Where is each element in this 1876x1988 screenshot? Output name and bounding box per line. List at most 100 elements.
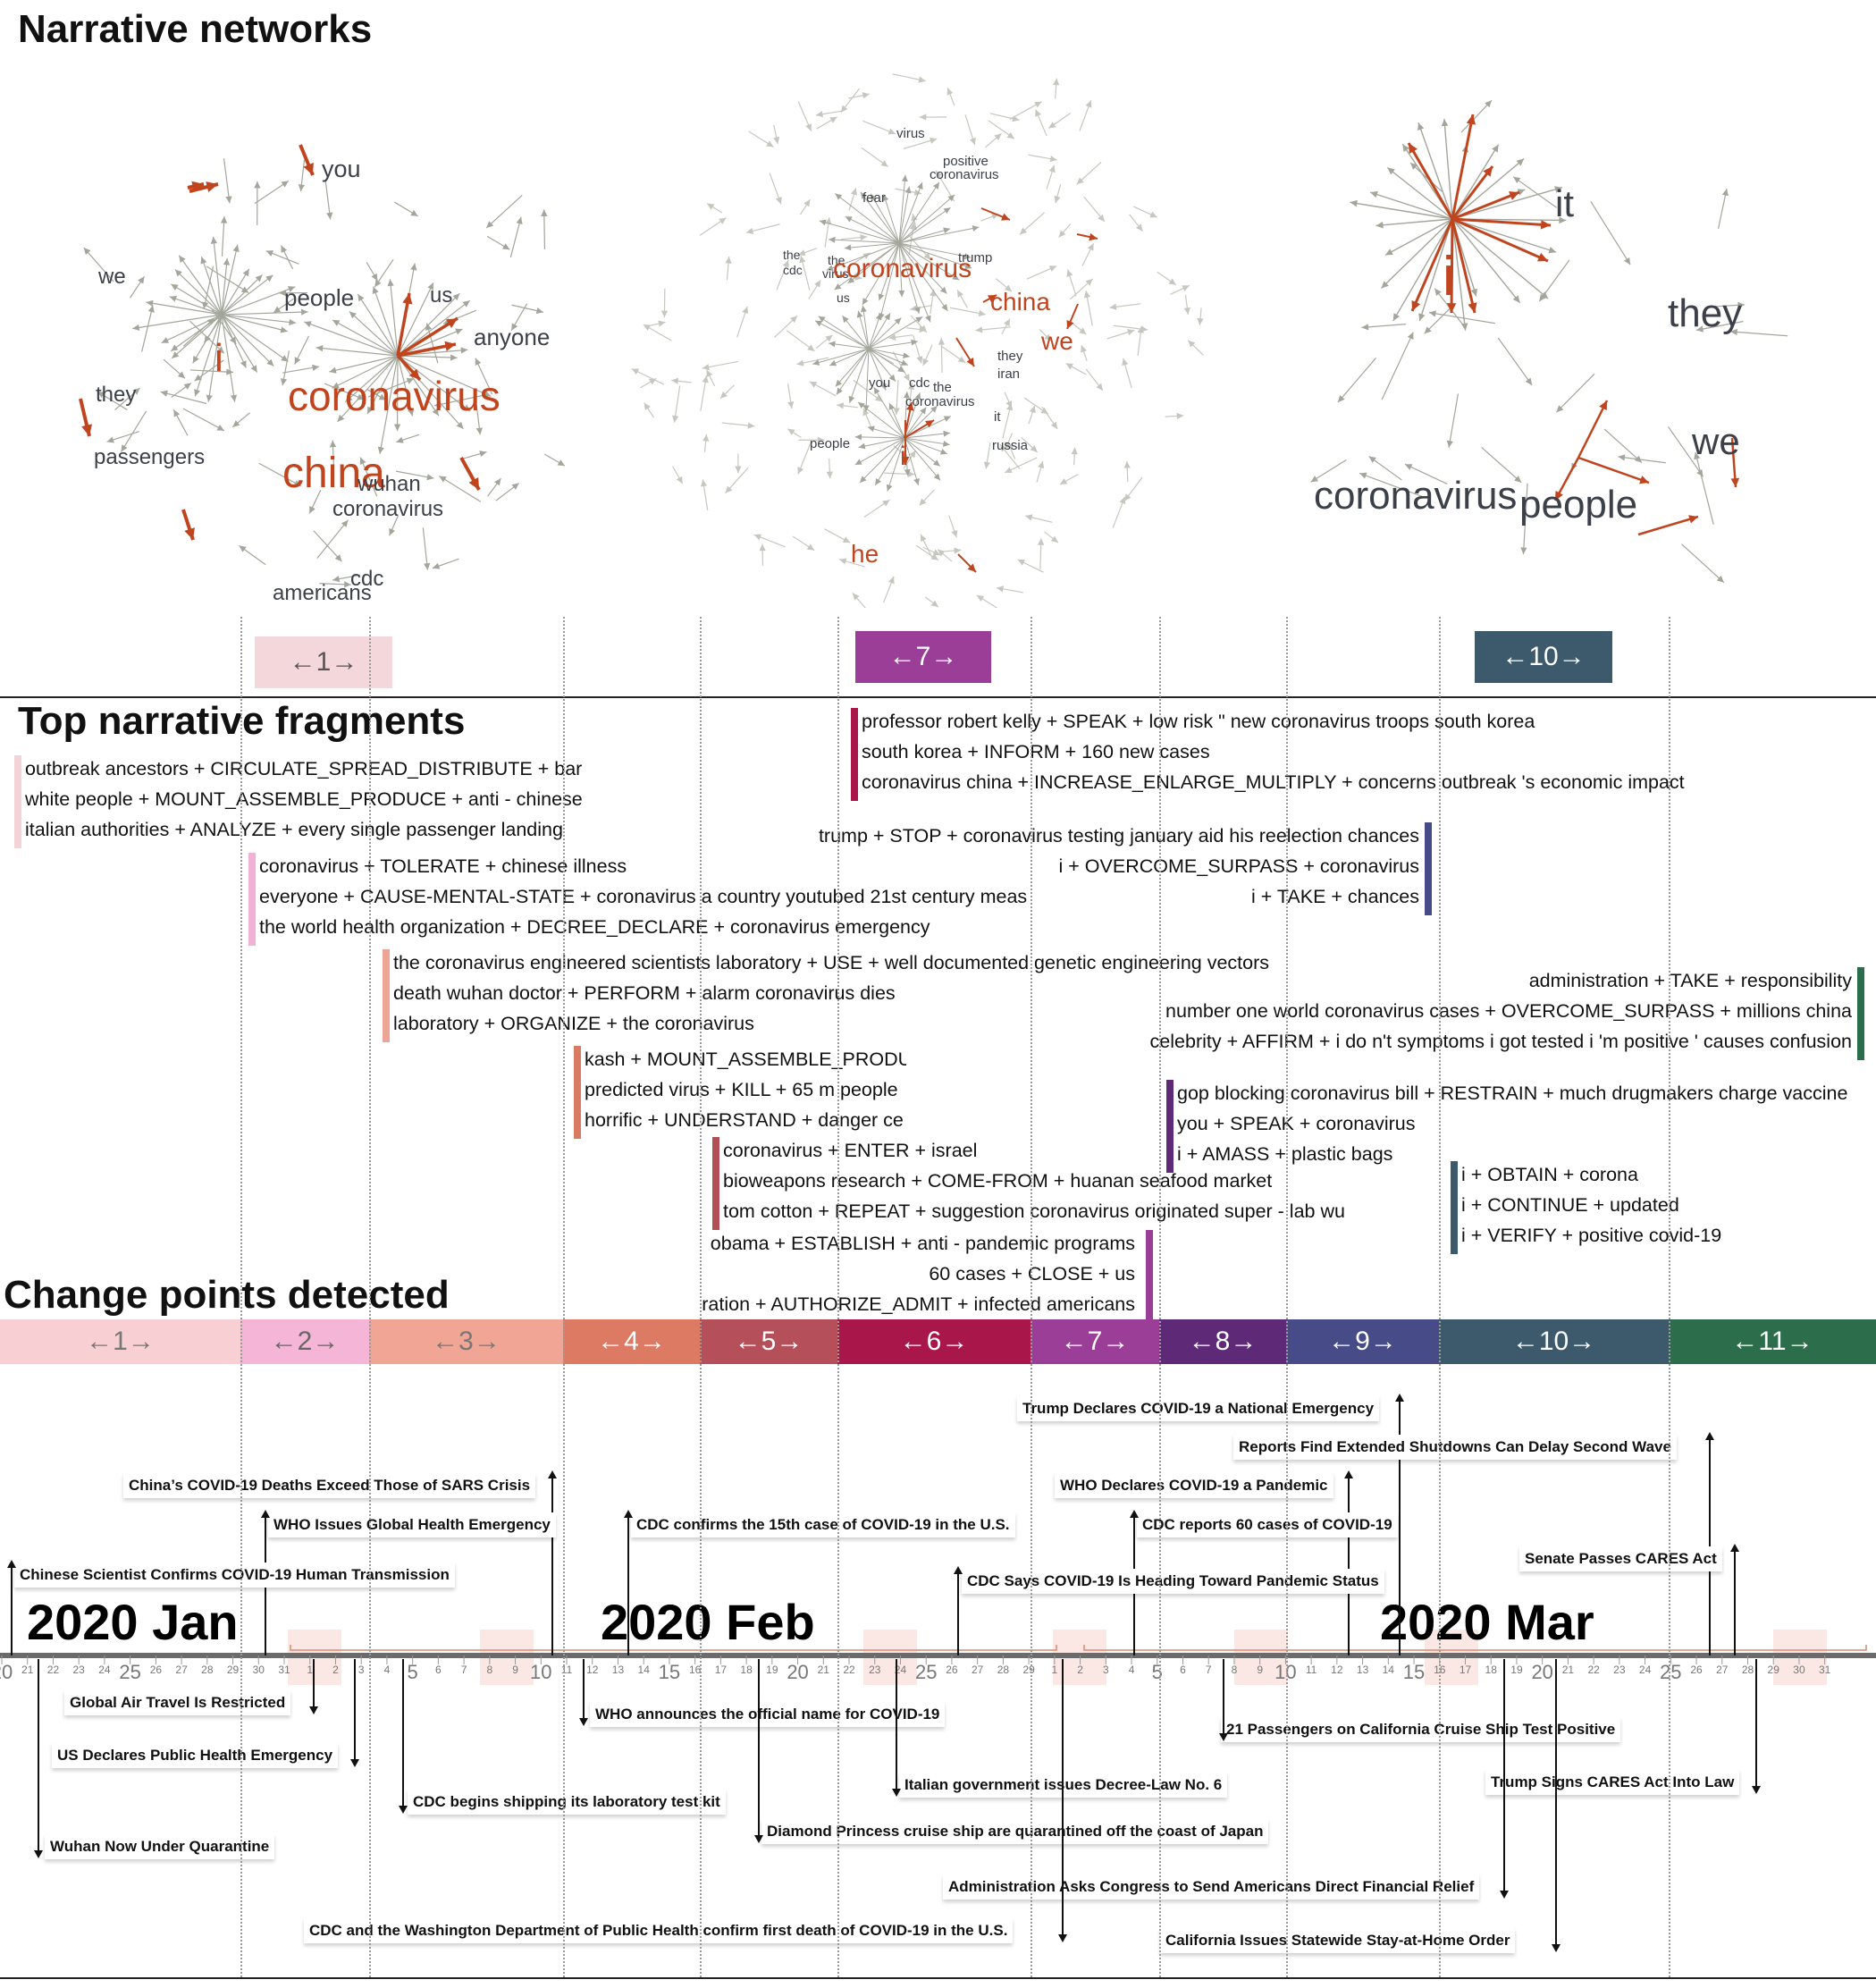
network-edge-arrowhead xyxy=(1081,345,1087,353)
network-edge-arrowhead xyxy=(964,263,972,270)
narrative-fragment[interactable]: coronavirus + TOLERATE + chinese illness xyxy=(259,855,627,877)
narrative-fragment[interactable]: ration + AUTHORIZE_ADMIT + infected amer… xyxy=(702,1293,1135,1315)
timeline-event[interactable]: Trump Signs CARES Act Into Law xyxy=(1485,1770,1740,1795)
network-10-segment-selector[interactable]: ←10→ xyxy=(1475,631,1612,683)
timeline-event[interactable]: Trump Declares COVID-19 a National Emerg… xyxy=(1017,1396,1380,1421)
segment-4[interactable]: ←4→ xyxy=(563,1319,700,1364)
network-edge-arrowhead xyxy=(389,527,396,536)
narrative-fragment[interactable]: the coronavirus engineered scientists la… xyxy=(393,952,1270,973)
narrative-fragment[interactable]: everyone + CAUSE-MENTAL-STATE + coronavi… xyxy=(259,886,1028,907)
network-7-segment-selector[interactable]: ←7→ xyxy=(855,631,991,683)
narrative-fragment[interactable]: laboratory + ORGANIZE + the coronavirus xyxy=(393,1013,754,1034)
timeline-event[interactable]: Wuhan Now Under Quarantine xyxy=(45,1834,275,1859)
network-edge xyxy=(1350,201,1453,220)
network-edge-arrowhead xyxy=(1006,131,1014,139)
day-tick-label: 20 xyxy=(1531,1661,1552,1683)
network-edge-arrowhead xyxy=(807,344,815,351)
narrative-fragment[interactable]: i + TAKE + chances xyxy=(1250,886,1419,907)
segment-6[interactable]: ←6→ xyxy=(837,1319,1031,1364)
narrative-fragment[interactable]: gop blocking coronavirus bill + RESTRAIN… xyxy=(1177,1082,1848,1104)
narrative-fragment[interactable]: i + OVERCOME_SURPASS + coronavirus xyxy=(1058,855,1419,877)
timeline-event[interactable]: CDC confirms the 15th case of COVID-19 i… xyxy=(631,1512,1015,1537)
timeline-event[interactable]: 21 Passengers on California Cruise Ship … xyxy=(1221,1717,1621,1742)
event-pointer-line xyxy=(1062,1659,1064,1934)
narrative-fragment[interactable]: celebrity + AFFIRM + i do n't symptoms i… xyxy=(1149,1031,1852,1052)
timeline-event[interactable]: Administration Asks Congress to Send Ame… xyxy=(943,1874,1480,1900)
timeline-event[interactable]: US Declares Public Health Emergency xyxy=(52,1743,339,1768)
timeline-event[interactable]: CDC Says COVID-19 Is Heading Toward Pand… xyxy=(962,1569,1384,1594)
narrative-fragment[interactable]: south korea + INFORM + 160 new cases xyxy=(862,741,1210,762)
network-edge xyxy=(898,226,980,244)
narrative-fragment[interactable]: professor robert kelly + SPEAK + low ris… xyxy=(862,711,1535,732)
network-edge xyxy=(258,462,302,487)
network-edge xyxy=(904,437,920,486)
network-edge xyxy=(1522,483,1528,555)
narrative-fragment[interactable]: death wuhan doctor + PERFORM + alarm cor… xyxy=(393,982,896,1004)
segment-8[interactable]: ←8→ xyxy=(1159,1319,1286,1364)
narrative-fragment[interactable]: coronavirus china + INCREASE_ENLARGE_MUL… xyxy=(862,771,1685,793)
timeline-event[interactable]: CDC and the Washington Department of Pub… xyxy=(304,1918,1014,1943)
narrative-fragment[interactable]: coronavirus + ENTER + israel xyxy=(723,1140,978,1161)
narrative-fragment[interactable]: you + SPEAK + coronavirus xyxy=(1177,1113,1416,1134)
narrative-fragment[interactable]: 60 cases + CLOSE + us xyxy=(929,1263,1135,1285)
network-edge-arrowhead xyxy=(410,263,417,271)
narrative-fragment[interactable]: administration + TAKE + responsibility xyxy=(1528,970,1852,991)
network-edge-arrowhead xyxy=(456,421,464,429)
network-edge xyxy=(344,355,399,403)
narrative-fragment[interactable]: the world health organization + DECREE_D… xyxy=(259,916,930,938)
timeline-event[interactable]: China’s COVID-19 Deaths Exceed Those of … xyxy=(123,1473,536,1498)
network-edge xyxy=(898,242,903,298)
narrative-fragment[interactable]: outbreak ancestors + CIRCULATE_SPREAD_DI… xyxy=(25,758,583,779)
narrative-fragment[interactable]: obama + ESTABLISH + anti - pandemic prog… xyxy=(710,1233,1135,1254)
network-edge-arrowhead xyxy=(1168,278,1176,285)
timeline-event[interactable]: California Issues Statewide Stay-at-Home… xyxy=(1160,1928,1516,1953)
network-edge-arrowhead xyxy=(952,274,960,281)
narrative-fragment[interactable]: predicted virus + KILL + 65 m people xyxy=(585,1079,898,1100)
narrative-fragment[interactable]: i + AMASS + plastic bags xyxy=(1177,1143,1393,1165)
network-edge xyxy=(1418,218,1453,322)
network-1-segment-selector[interactable]: ←1→ xyxy=(255,636,392,688)
narrative-fragment[interactable]: i + OBTAIN + corona xyxy=(1461,1164,1638,1185)
segment-7[interactable]: ←7→ xyxy=(1031,1319,1159,1364)
network-edge-arrowhead xyxy=(826,265,834,272)
timeline-event[interactable]: Chinese Scientist Confirms COVID-19 Huma… xyxy=(14,1563,455,1588)
narrative-fragment[interactable]: horrific + UNDERSTAND + danger ce xyxy=(585,1109,904,1131)
timeline-event[interactable]: WHO Issues Global Health Emergency xyxy=(268,1512,556,1537)
segment-2[interactable]: ←2→ xyxy=(240,1319,369,1364)
segment-10[interactable]: ←10→ xyxy=(1439,1319,1669,1364)
network-edge xyxy=(439,475,482,502)
segment-3[interactable]: ←3→ xyxy=(369,1319,563,1364)
timeline-event[interactable]: CDC begins shipping its laboratory test … xyxy=(408,1790,726,1815)
segment-1[interactable]: ←1→ xyxy=(0,1319,240,1364)
network-edge xyxy=(1451,218,1476,314)
narrative-fragment[interactable]: tom cotton + REPEAT + suggestion coronav… xyxy=(723,1200,1345,1222)
narrative-fragment[interactable]: i + CONTINUE + updated xyxy=(1461,1194,1679,1216)
narrative-fragment[interactable]: bioweapons research + COME-FROM + huanan… xyxy=(723,1170,1273,1192)
timeline-event[interactable]: Reports Find Extended Shutdowns Can Dela… xyxy=(1233,1435,1677,1460)
day-tick-label: 19 xyxy=(766,1664,778,1676)
day-tick-label: 10 xyxy=(530,1661,551,1683)
segment-5[interactable]: ←5→ xyxy=(700,1319,837,1364)
timeline-event[interactable]: WHO announces the official name for COVI… xyxy=(590,1702,946,1727)
fragment-segment-bar xyxy=(1166,1080,1174,1173)
segment-9[interactable]: ←9→ xyxy=(1286,1319,1439,1364)
timeline-event[interactable]: Global Air Travel Is Restricted xyxy=(64,1690,291,1715)
network-1-word: coronavirus xyxy=(332,497,444,521)
timeline-event[interactable]: Diamond Princess cruise ship are quarant… xyxy=(761,1819,1269,1844)
timeline-event[interactable]: Senate Passes CARES Act xyxy=(1519,1546,1722,1571)
segment-11[interactable]: ←11→ xyxy=(1669,1319,1876,1364)
timeline-event[interactable]: CDC reports 60 cases of COVID-19 xyxy=(1137,1512,1398,1537)
network-7-word: cdc xyxy=(909,375,930,391)
narrative-fragment[interactable]: trump + STOP + coronavirus testing janua… xyxy=(818,825,1419,847)
narrative-fragment[interactable]: italian authorities + ANALYZE + every si… xyxy=(25,819,563,840)
narrative-fragment[interactable]: white people + MOUNT_ASSEMBLE_PRODUCE + … xyxy=(25,788,583,810)
narrative-fragment[interactable]: number one world coronavirus cases + OVE… xyxy=(1165,1000,1852,1022)
narrative-fragment[interactable]: i + VERIFY + positive covid-19 xyxy=(1461,1225,1722,1246)
timeline-event[interactable]: WHO Declares COVID-19 a Pandemic xyxy=(1055,1473,1333,1498)
network-edge xyxy=(221,314,297,324)
network-edge xyxy=(854,436,905,439)
network-edge-arrowhead xyxy=(1540,291,1549,299)
network-edge-arrowhead xyxy=(1065,363,1073,370)
narrative-fragment[interactable]: kash + MOUNT_ASSEMBLE_PRODU xyxy=(585,1049,906,1070)
network-edge-arrowhead xyxy=(753,534,762,541)
